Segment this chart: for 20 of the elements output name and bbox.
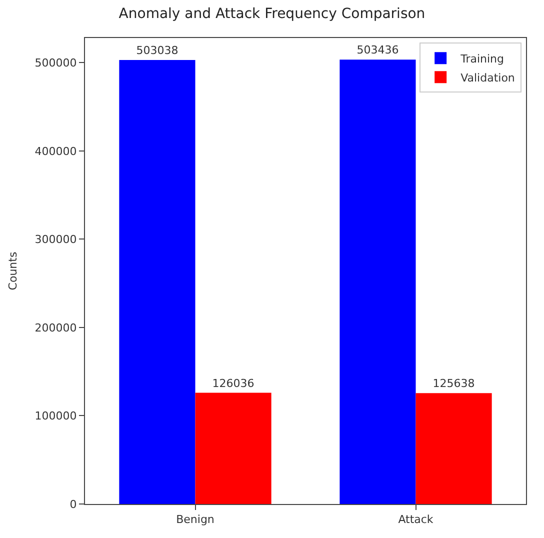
y-tick-label: 200000 [34,321,77,334]
x-tick-label: Benign [176,513,214,526]
x-tick-label: Attack [398,513,434,526]
data-label: 503436 [356,44,399,57]
y-tick-label: 0 [70,498,77,511]
y-axis-title: Counts [6,252,20,290]
data-label: 503038 [136,44,178,58]
legend-label: Validation [460,71,515,84]
data-label: 125638 [432,377,475,390]
y-tick-label: 500000 [34,56,77,70]
bar [340,60,416,504]
y-tick-label: 400000 [34,144,77,158]
chart-title: Anomaly and Attack Frequency Comparison [118,6,426,22]
bar [119,60,196,504]
bar [195,392,272,504]
bar [416,393,492,504]
y-tick-label: 100000 [34,410,77,423]
legend-label: Training [460,52,504,66]
y-tick-label: 300000 [34,233,77,246]
data-label: 126036 [212,376,254,390]
